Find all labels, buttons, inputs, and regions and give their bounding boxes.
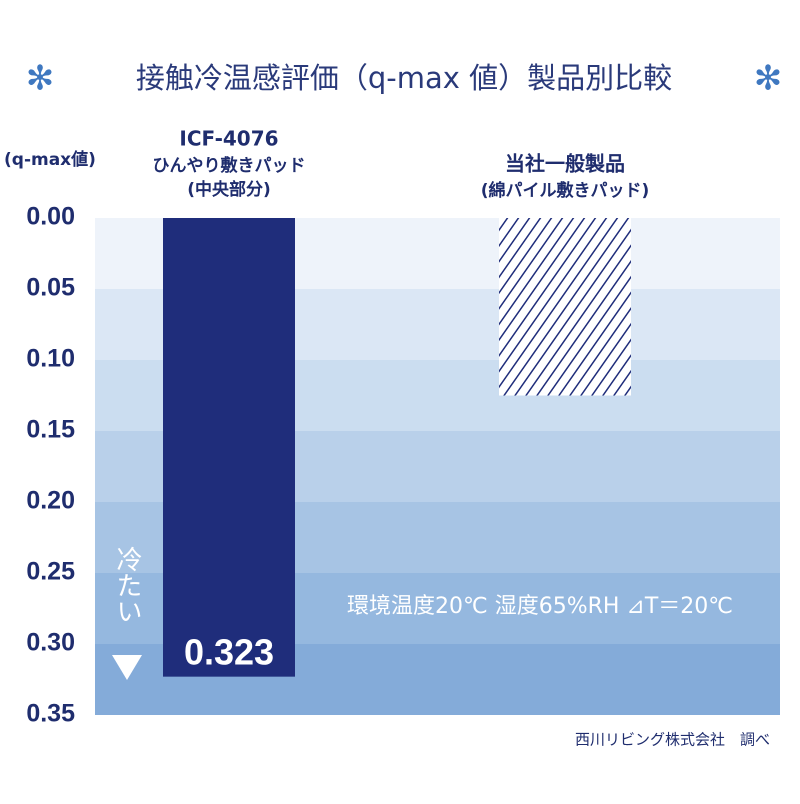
category-sublabel: (綿パイル敷きパッド)	[481, 180, 650, 201]
y-tick-label: 0.10	[26, 345, 75, 373]
y-tick-label: 0.30	[26, 629, 75, 657]
decoration-asterisk: ✻	[754, 59, 783, 99]
y-tick-label: 0.15	[26, 416, 75, 444]
direction-arrow	[112, 655, 142, 680]
y-tick-label: 0.00	[26, 203, 75, 231]
y-tick-label: 0.20	[26, 487, 75, 515]
bar	[163, 218, 295, 677]
y-axis-label: (q-max値)	[4, 149, 96, 170]
bar	[499, 218, 631, 396]
decoration-asterisk: ✻	[26, 59, 55, 99]
conditions-note: 環境温度20℃ 湿度65%RH ⊿T＝20℃	[347, 594, 733, 619]
source-note: 西川リビング株式会社 調べ	[575, 731, 770, 749]
y-tick-label: 0.25	[26, 558, 75, 586]
category-label: ICF-4076	[179, 127, 278, 151]
y-tick-label: 0.05	[26, 274, 75, 302]
category-label: 当社一般製品	[505, 152, 625, 176]
y-tick-label: 0.35	[26, 700, 75, 728]
direction-label: 冷たい	[112, 546, 142, 624]
chart-title: 接触冷温感評価（q-max 値）製品別比較	[136, 61, 672, 95]
category-sublabel: (中央部分)	[187, 179, 271, 200]
value-label: 0.323	[184, 632, 274, 673]
category-sublabel: ひんやり敷きパッド	[153, 155, 306, 176]
